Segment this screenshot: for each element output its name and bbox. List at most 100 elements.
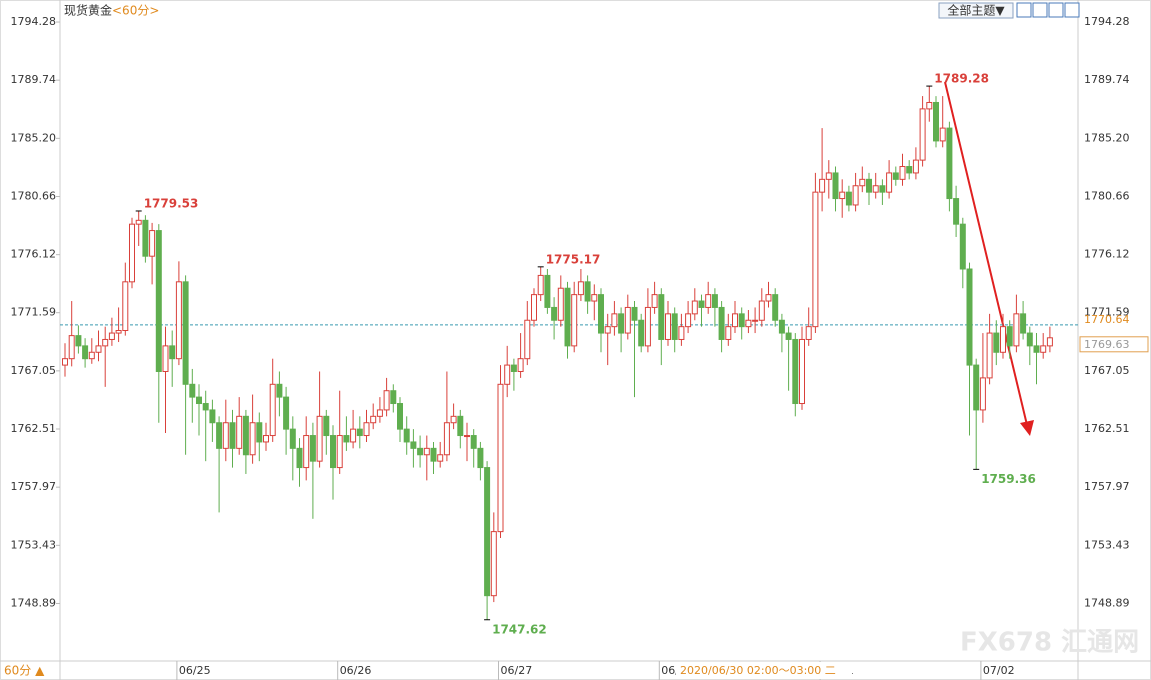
candle-body xyxy=(490,531,497,597)
candle-body xyxy=(510,364,517,372)
candle-body xyxy=(363,422,370,437)
candle-body xyxy=(309,435,316,462)
candle-body xyxy=(671,313,678,340)
candle-body xyxy=(149,230,156,257)
x-tick-label: 07/02 xyxy=(983,664,1015,677)
candle-body xyxy=(283,396,290,430)
candle-body xyxy=(443,422,450,456)
candle-body xyxy=(765,294,772,302)
trend-arrow xyxy=(944,81,1028,426)
candle-body xyxy=(135,219,142,225)
candle-body xyxy=(1046,337,1053,347)
x-tick-label: 06/25 xyxy=(179,664,211,677)
candle-body xyxy=(1026,332,1033,347)
candle-body xyxy=(638,319,645,347)
candle-body xyxy=(933,101,939,142)
candle-body xyxy=(397,403,403,430)
candle-body xyxy=(430,447,437,462)
candle-body xyxy=(269,383,276,437)
candle-body xyxy=(732,313,738,328)
candle-body xyxy=(631,306,638,321)
candle-body xyxy=(799,338,805,405)
y-tick-label-right: 1748.89 xyxy=(1084,596,1130,609)
watermark: FX678 汇通网 xyxy=(960,628,1139,658)
candle-body xyxy=(705,294,712,308)
candle-body xyxy=(879,185,886,193)
candle-body xyxy=(222,422,229,449)
candle-body xyxy=(611,313,618,328)
candle-body xyxy=(698,300,705,308)
candle-body xyxy=(685,313,692,328)
candle-body xyxy=(470,435,477,449)
y-tick-label-right: 1762.51 xyxy=(1084,422,1130,435)
candle-body xyxy=(229,422,236,449)
theme-button-label[interactable]: 全部主题▼ xyxy=(947,3,1005,18)
candle-body xyxy=(95,345,102,353)
candle-body xyxy=(350,428,357,443)
candle-body xyxy=(758,300,765,321)
y-tick-label: 1748.89 xyxy=(11,596,57,609)
candle-body xyxy=(517,358,524,372)
candle-body xyxy=(75,335,82,347)
candle-body xyxy=(88,351,95,360)
candle-body xyxy=(785,332,792,340)
candle-body xyxy=(524,319,531,360)
y-tick-label: 1789.74 xyxy=(11,73,57,86)
y-tick-label-right: 1767.05 xyxy=(1084,364,1130,377)
candle-body xyxy=(383,390,390,411)
candle-body xyxy=(1040,345,1047,353)
candle-body xyxy=(464,435,470,438)
y-tick-label: 1776.12 xyxy=(11,248,57,261)
candle-body xyxy=(1000,326,1006,353)
price-line-label: 1770.64 xyxy=(1084,313,1130,326)
candle-body xyxy=(644,306,651,347)
candle-body xyxy=(993,332,1000,353)
candle-body xyxy=(296,447,303,469)
period[interactable]: <60分> xyxy=(112,4,159,18)
candle-body xyxy=(189,383,196,398)
candle-body xyxy=(738,313,745,328)
candle-body xyxy=(832,172,839,200)
candle-body xyxy=(772,294,779,321)
candle-body xyxy=(256,422,263,443)
candle-body xyxy=(450,415,457,424)
candle-body xyxy=(249,422,256,456)
toolbar-icons[interactable] xyxy=(1016,2,1080,18)
candle-body xyxy=(551,306,558,321)
candle-body xyxy=(497,383,504,533)
extreme-label: 1759.36 xyxy=(981,472,1036,486)
theme-button[interactable] xyxy=(938,2,1014,19)
candle-body xyxy=(209,409,216,424)
y-tick-label-right: 1753.43 xyxy=(1084,538,1130,551)
candle-body xyxy=(691,300,698,315)
y-tick-label-right: 1794.28 xyxy=(1084,15,1130,28)
period-switch[interactable]: 60分 ▲ xyxy=(4,664,45,678)
y-tick-label: 1762.51 xyxy=(11,422,57,435)
candle-body xyxy=(202,403,209,411)
y-tick-label-right: 1785.20 xyxy=(1084,131,1130,144)
candle-body xyxy=(986,332,993,379)
candle-body xyxy=(926,101,933,110)
candle-body xyxy=(839,191,846,200)
candle-body xyxy=(323,415,330,437)
candle-body xyxy=(390,390,397,405)
y-tick-label: 1771.59 xyxy=(11,306,57,319)
y-tick-label: 1785.20 xyxy=(11,131,57,144)
candle-body xyxy=(356,428,363,437)
candle-body xyxy=(263,435,269,443)
candle-body xyxy=(343,435,350,443)
candle-body xyxy=(423,447,430,456)
candle-body xyxy=(376,409,383,417)
candle-body xyxy=(792,338,799,405)
y-tick-label-right: 1771.59 xyxy=(1084,306,1130,319)
y-tick-label-right: 1757.97 xyxy=(1084,480,1130,493)
extreme-label: 1779.53 xyxy=(144,196,199,210)
last-price-box xyxy=(1079,336,1149,353)
candle-body xyxy=(624,306,631,334)
candle-body xyxy=(598,294,604,334)
candle-body xyxy=(1013,313,1020,347)
candle-body xyxy=(557,287,564,321)
x-tick-label: 06/26 xyxy=(340,664,372,677)
candle-body xyxy=(906,166,913,174)
